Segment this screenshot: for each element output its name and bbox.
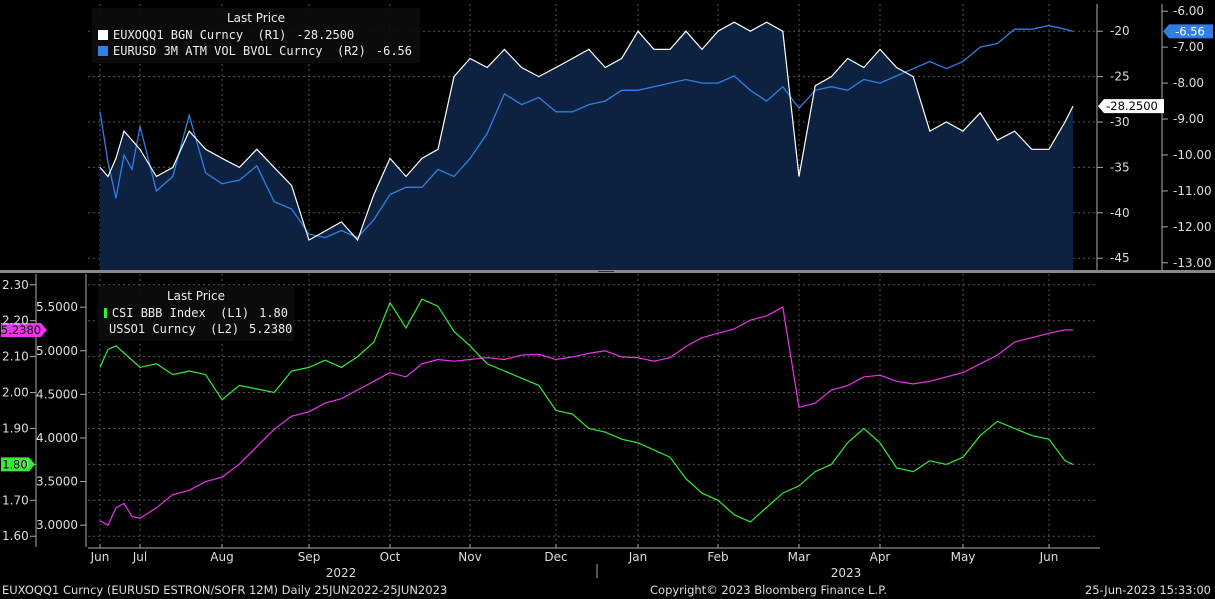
l2-tick-label: 4.0000 <box>36 431 78 445</box>
l2-value-tag-text: 5.2380 <box>1 323 41 337</box>
blue-swatch-icon <box>98 46 108 56</box>
top-legend: Last Price EUXOQQ1 BGN Curncy (R1) -28.2… <box>92 8 420 63</box>
l1-tick-label: 1.80 <box>2 457 29 471</box>
legend-label: CSI BBB Index (L1) <box>111 306 250 320</box>
r1-tick-label: -20 <box>1110 24 1130 38</box>
l1-series-line <box>99 298 1074 523</box>
x-month-label: Jan <box>628 550 648 564</box>
r1-value-tag-text: -28.2500 <box>1106 99 1158 113</box>
x-month-label: Nov <box>458 550 481 564</box>
x-month-label: Jun <box>1039 550 1059 564</box>
r2-value-tag-text: -6.56 <box>1175 24 1205 38</box>
green-swatch-icon <box>104 308 107 318</box>
white-swatch-icon <box>98 30 108 40</box>
r2-tick-label: -13.00 <box>1173 256 1212 270</box>
legend-label: EUXOQQ1 BGN Curncy (R1) <box>113 28 287 42</box>
x-month-label: Dec <box>544 550 567 564</box>
l1-tick-label: 1.90 <box>2 421 29 435</box>
r1-series-line <box>99 21 1074 242</box>
r2-tick-label: -11.00 <box>1173 184 1212 198</box>
legend-label: EURUSD 3M ATM VOL BVOL Curncy (R2) <box>113 44 366 58</box>
l2-value-tag <box>1 322 47 337</box>
legend-value: -6.56 <box>375 44 412 58</box>
l1-tick-label: 2.20 <box>2 314 29 328</box>
x-month-label: May <box>951 550 976 564</box>
r2-value-tag <box>1163 24 1213 39</box>
l1-tick-label: 1.70 <box>2 493 29 507</box>
footer-bar: EUXOQQ1 Curncy (EURUSD ESTRON/SOFR 12M) … <box>0 580 1215 599</box>
r2-series-line <box>99 24 1074 239</box>
r2-tick-label: -7.00 <box>1173 40 1204 54</box>
r1-tick-label: -25 <box>1110 70 1130 84</box>
r2-tick-label: -8.00 <box>1173 76 1204 90</box>
footer-security-description: EUXOQQ1 Curncy (EURUSD ESTRON/SOFR 12M) … <box>2 583 448 597</box>
r2-tick-label: -12.00 <box>1173 220 1212 234</box>
legend-item-usso1: USSO1 Curncy (L2) 5.2380 <box>104 321 292 337</box>
l2-tick-label: 5.5000 <box>36 300 78 314</box>
x-month-label: Feb <box>707 550 728 564</box>
legend-item-eurusd-vol: EURUSD 3M ATM VOL BVOL Curncy (R2) -6.56 <box>98 43 414 59</box>
bottom-legend-heading: Last Price <box>166 289 226 303</box>
l2-tick-label: 5.0000 <box>36 344 78 358</box>
x-month-label: Oct <box>380 550 401 564</box>
l1-tick-label: 2.00 <box>2 386 29 400</box>
l2-tick-label: 4.5000 <box>36 387 78 401</box>
x-year-label: 2022 <box>326 566 357 580</box>
bottom-legend: Last Price CSI BBB Index (L1) 1.80 USSO1… <box>98 286 294 341</box>
r1-tick-label: -35 <box>1110 160 1130 174</box>
l1-value-tag <box>1 457 35 472</box>
legend-value: 5.2380 <box>249 322 293 336</box>
x-month-label: Sep <box>298 550 321 564</box>
l1-tick-label: 2.10 <box>2 350 29 364</box>
r1-area <box>100 22 1073 271</box>
l1-value-tag-text: 1.80 <box>2 457 28 471</box>
r2-tick-label: -9.00 <box>1173 112 1204 126</box>
x-month-label: Mar <box>788 550 811 564</box>
r1-value-tag <box>1098 99 1164 114</box>
legend-item-euxoqq1: EUXOQQ1 BGN Curncy (R1) -28.2500 <box>98 27 414 43</box>
r1-tick-label: -45 <box>1110 251 1130 265</box>
bottom-panel <box>1 274 1097 547</box>
l1-tick-label: 2.30 <box>2 278 29 292</box>
footer-copyright: Copyright© 2023 Bloomberg Finance L.P. <box>650 583 887 597</box>
top-panel <box>88 4 1213 271</box>
r2-tick-label: -10.00 <box>1173 148 1212 162</box>
r1-tick-label: -30 <box>1110 115 1130 129</box>
l1-tick-label: 1.60 <box>2 529 29 543</box>
legend-value: 1.80 <box>259 306 288 320</box>
legend-label: USSO1 Curncy (L2) <box>109 322 240 336</box>
l2-tick-label: 3.0000 <box>36 518 78 532</box>
footer-timestamp: 25-Jun-2023 15:33:00 <box>1084 583 1211 597</box>
x-month-label: Apr <box>870 550 891 564</box>
l2-series-line <box>99 306 1074 527</box>
x-month-label: Jun <box>90 550 110 564</box>
r2-tick-label: -6.00 <box>1173 4 1204 18</box>
r1-tick-label: -40 <box>1110 206 1130 220</box>
x-month-label: Aug <box>210 550 233 564</box>
x-month-label: Jul <box>132 550 147 564</box>
legend-value: -28.2500 <box>296 28 355 42</box>
x-year-label: 2023 <box>831 566 862 580</box>
chart-canvas: -20 -25 -30 -35 -40 -45 -6.00 -7.00 -8.00 -9.00 -1… <box>0 4 1215 580</box>
legend-item-csi-bbb: CSI BBB Index (L1) 1.80 <box>104 305 288 321</box>
l2-tick-label: 3.5000 <box>36 475 78 489</box>
top-legend-heading: Last Price <box>226 11 286 25</box>
